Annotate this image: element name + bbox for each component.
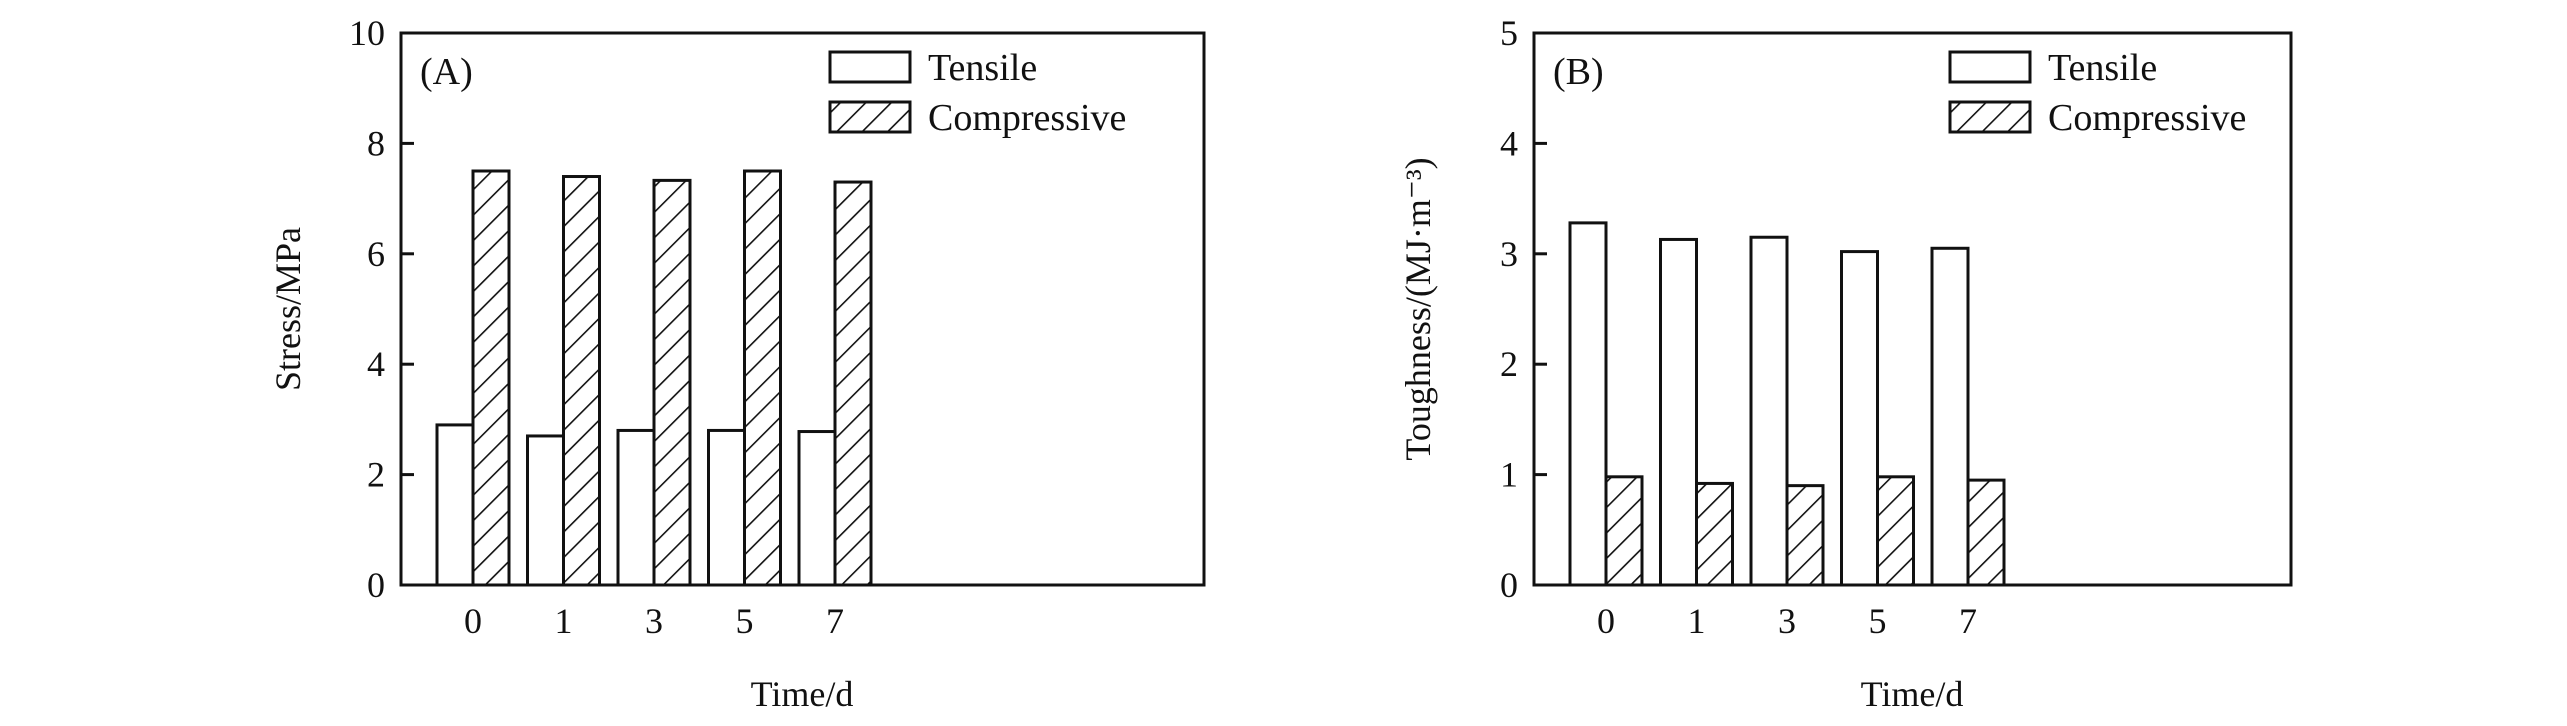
bar-tensile-1 [526, 434, 565, 587]
bar-tensile-7 [797, 430, 837, 587]
legend-label-tensile-a: Tensile [928, 47, 1037, 89]
bar-compressive-7 [1966, 478, 2006, 587]
y-tick-label: 4 [367, 344, 385, 384]
bar-tensile-3 [1749, 235, 1789, 587]
legend-label-tensile-b: Tensile [2048, 47, 2157, 89]
x-axis-title-b: Time/d [1861, 674, 1964, 714]
legend-swatch-compressive-a [828, 100, 912, 134]
x-ticks-b: 0 1 3 5 7 [1597, 601, 1977, 641]
panel-label-a: (A) [420, 51, 473, 93]
panel-b: (B) Toughness/(MJ·m⁻³) Time/d 0 1 2 3 4 5 0 1 3… [1398, 13, 2293, 714]
y-tick-label: 1 [1500, 455, 1518, 495]
bar-compressive-7 [833, 180, 873, 587]
bar-compressive-1 [1695, 481, 1734, 587]
x-tick-label: 1 [1688, 601, 1706, 641]
y-axis-title-b: Toughness/(MJ·m⁻³) [1398, 157, 1438, 460]
bar-tensile-3 [616, 428, 656, 587]
bar-tensile-0 [1568, 221, 1608, 587]
legend-swatch-tensile-b [1948, 50, 2032, 84]
legend-label-compressive-b: Compressive [2048, 97, 2246, 139]
legend-a: Tensile Compressive [828, 47, 1126, 139]
legend-swatch-compressive-b [1948, 100, 2032, 134]
bar-compressive-5 [743, 169, 782, 587]
y-tick-label: 4 [1500, 123, 1518, 163]
x-tick-label: 7 [1959, 601, 1977, 641]
bar-compressive-1 [562, 175, 601, 587]
bar-compressive-3 [652, 178, 692, 587]
x-tick-label: 5 [736, 601, 754, 641]
x-ticks-a: 0 1 3 5 7 [464, 601, 844, 641]
y-tick-label: 10 [349, 13, 385, 53]
x-tick-label: 1 [555, 601, 573, 641]
legend-b: Tensile Compressive [1948, 47, 2246, 139]
x-tick-label: 3 [645, 601, 663, 641]
y-tick-label: 5 [1500, 13, 1518, 53]
x-tick-label: 7 [826, 601, 844, 641]
legend-swatch-tensile-a [828, 50, 912, 84]
panel-a: (A) Stress/MPa Time/d 0 2 4 6 8 10 0 1 3 5 7 Tens… [268, 13, 1206, 714]
x-tick-label: 3 [1778, 601, 1796, 641]
y-tick-label: 3 [1500, 234, 1518, 274]
bar-compressive-5 [1876, 475, 1915, 587]
bars-b [1568, 221, 2006, 587]
x-tick-label: 0 [1597, 601, 1615, 641]
y-tick-label: 0 [1500, 565, 1518, 605]
y-tick-label: 2 [367, 455, 385, 495]
y-tick-label: 6 [367, 234, 385, 274]
panel-label-b: (B) [1553, 51, 1604, 93]
bar-tensile-7 [1930, 246, 1970, 587]
bar-compressive-0 [1604, 475, 1644, 587]
bar-tensile-5 [1840, 250, 1879, 587]
legend-label-compressive-a: Compressive [928, 97, 1126, 139]
y-tick-label: 0 [367, 565, 385, 605]
y-axis-title-a: Stress/MPa [268, 227, 308, 391]
bar-tensile-0 [435, 423, 475, 587]
bar-tensile-1 [1659, 237, 1698, 587]
y-tick-label: 2 [1500, 344, 1518, 384]
x-tick-label: 5 [1869, 601, 1887, 641]
bar-compressive-3 [1785, 484, 1825, 587]
bar-compressive-0 [471, 169, 511, 587]
bars-a [435, 169, 873, 587]
y-ticks-a: 0 2 4 6 8 10 [349, 13, 414, 605]
y-tick-label: 8 [367, 123, 385, 163]
x-tick-label: 0 [464, 601, 482, 641]
x-axis-title-a: Time/d [751, 674, 854, 714]
y-ticks-b: 0 1 2 3 4 5 [1500, 13, 1547, 605]
bar-tensile-5 [707, 428, 746, 587]
